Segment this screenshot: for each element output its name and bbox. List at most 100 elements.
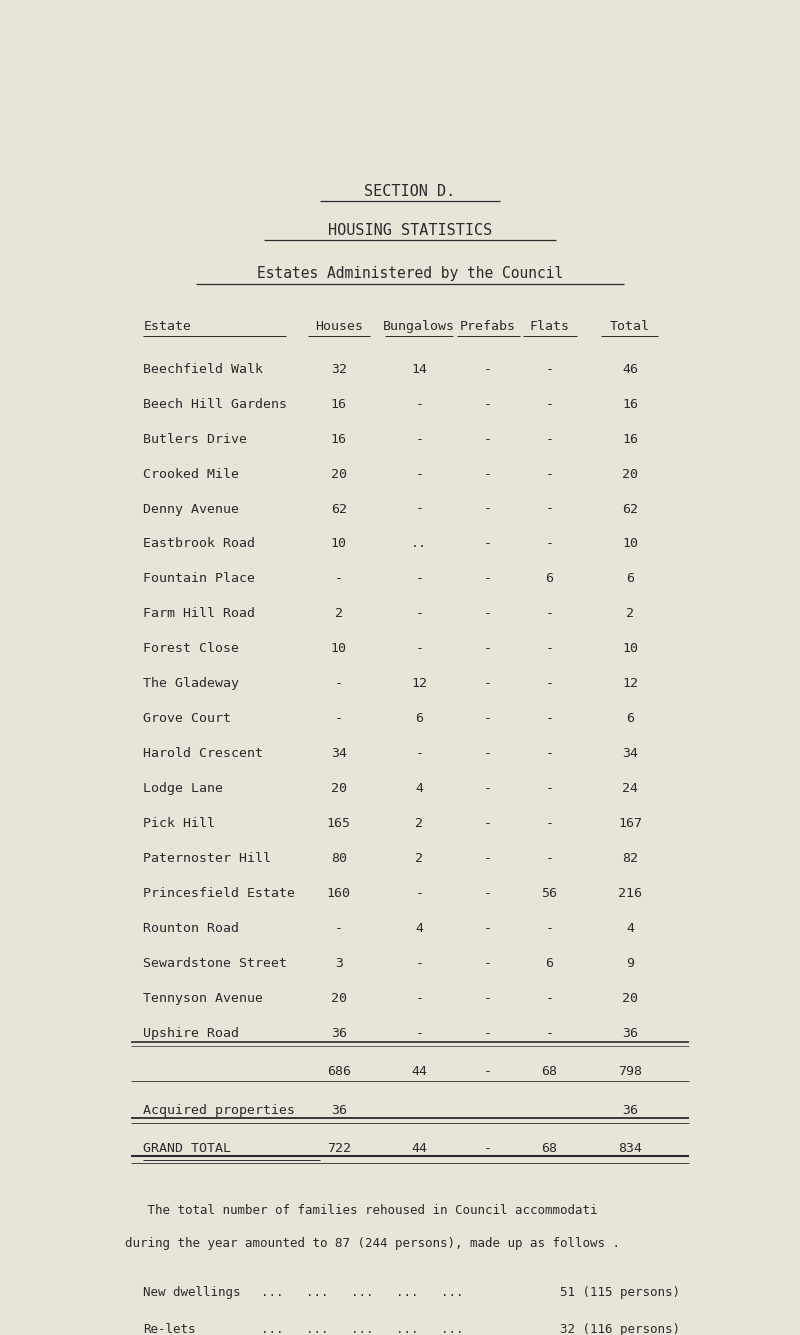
Text: -: - [546, 817, 554, 830]
Text: 51 (115 persons): 51 (115 persons) [560, 1286, 680, 1299]
Text: -: - [483, 782, 491, 796]
Text: -: - [483, 433, 491, 446]
Text: 4: 4 [415, 782, 423, 796]
Text: Crooked Mile: Crooked Mile [143, 467, 239, 481]
Text: -: - [546, 852, 554, 865]
Text: -: - [546, 502, 554, 515]
Text: 686: 686 [326, 1065, 350, 1079]
Text: 62: 62 [330, 502, 346, 515]
Text: -: - [334, 677, 342, 690]
Text: -: - [483, 363, 491, 375]
Text: -: - [483, 886, 491, 900]
Text: -: - [415, 573, 423, 586]
Text: 16: 16 [330, 398, 346, 411]
Text: 6: 6 [626, 712, 634, 725]
Text: -: - [483, 642, 491, 655]
Text: 36: 36 [330, 1027, 346, 1040]
Text: -: - [415, 433, 423, 446]
Text: Butlers Drive: Butlers Drive [143, 433, 247, 446]
Text: ...   ...   ...   ...   ...: ... ... ... ... ... [262, 1286, 464, 1299]
Text: Denny Avenue: Denny Avenue [143, 502, 239, 515]
Text: Prefabs: Prefabs [459, 319, 515, 332]
Text: -: - [483, 712, 491, 725]
Text: -: - [546, 782, 554, 796]
Text: -: - [546, 607, 554, 621]
Text: -: - [483, 817, 491, 830]
Text: 34: 34 [330, 748, 346, 760]
Text: 2: 2 [415, 817, 423, 830]
Text: SECTION D.: SECTION D. [364, 184, 456, 199]
Text: Harold Crescent: Harold Crescent [143, 748, 263, 760]
Text: ...   ...   ...   ...   ...: ... ... ... ... ... [262, 1323, 464, 1335]
Text: 16: 16 [622, 433, 638, 446]
Text: The Gladeway: The Gladeway [143, 677, 239, 690]
Text: -: - [483, 398, 491, 411]
Text: 16: 16 [622, 398, 638, 411]
Text: 44: 44 [411, 1065, 427, 1079]
Text: 12: 12 [622, 677, 638, 690]
Text: 36: 36 [330, 1104, 346, 1116]
Text: 722: 722 [326, 1143, 350, 1155]
Text: Rounton Road: Rounton Road [143, 922, 239, 934]
Text: Acquired properties: Acquired properties [143, 1104, 295, 1116]
Text: 160: 160 [326, 886, 350, 900]
Text: during the year amounted to 87 (244 persons), made up as follows .: during the year amounted to 87 (244 pers… [125, 1236, 620, 1250]
Text: 2: 2 [626, 607, 634, 621]
Text: -: - [546, 538, 554, 550]
Text: 3: 3 [334, 957, 342, 969]
Text: -: - [483, 607, 491, 621]
Text: Grove Court: Grove Court [143, 712, 231, 725]
Text: -: - [546, 992, 554, 1005]
Text: Sewardstone Street: Sewardstone Street [143, 957, 287, 969]
Text: 36: 36 [622, 1027, 638, 1040]
Text: 56: 56 [542, 886, 558, 900]
Text: 82: 82 [622, 852, 638, 865]
Text: -: - [483, 538, 491, 550]
Text: The total number of families rehoused in Council accommodati: The total number of families rehoused in… [125, 1204, 598, 1216]
Text: -: - [415, 886, 423, 900]
Text: -: - [483, 852, 491, 865]
Text: -: - [546, 642, 554, 655]
Text: Tennyson Avenue: Tennyson Avenue [143, 992, 263, 1005]
Text: Flats: Flats [530, 319, 570, 332]
Text: 6: 6 [546, 957, 554, 969]
Text: -: - [415, 467, 423, 481]
Text: Eastbrook Road: Eastbrook Road [143, 538, 255, 550]
Text: 2: 2 [334, 607, 342, 621]
Text: -: - [483, 748, 491, 760]
Text: -: - [546, 433, 554, 446]
Text: Paternoster Hill: Paternoster Hill [143, 852, 271, 865]
Text: -: - [483, 957, 491, 969]
Text: 834: 834 [618, 1143, 642, 1155]
Text: -: - [334, 712, 342, 725]
Text: -: - [546, 398, 554, 411]
Text: 20: 20 [622, 467, 638, 481]
Text: Estate: Estate [143, 319, 191, 332]
Text: 6: 6 [415, 712, 423, 725]
Text: -: - [546, 363, 554, 375]
Text: 9: 9 [626, 957, 634, 969]
Text: 20: 20 [330, 992, 346, 1005]
Text: 12: 12 [411, 677, 427, 690]
Text: 165: 165 [326, 817, 350, 830]
Text: 4: 4 [626, 922, 634, 934]
Text: -: - [483, 1027, 491, 1040]
Text: Fountain Place: Fountain Place [143, 573, 255, 586]
Text: 20: 20 [622, 992, 638, 1005]
Text: -: - [483, 502, 491, 515]
Text: -: - [483, 922, 491, 934]
Text: -: - [415, 607, 423, 621]
Text: 10: 10 [622, 642, 638, 655]
Text: 68: 68 [542, 1065, 558, 1079]
Text: Farm Hill Road: Farm Hill Road [143, 607, 255, 621]
Text: 6: 6 [546, 573, 554, 586]
Text: -: - [546, 922, 554, 934]
Text: -: - [415, 642, 423, 655]
Text: Total: Total [610, 319, 650, 332]
Text: Beech Hill Gardens: Beech Hill Gardens [143, 398, 287, 411]
Text: Bungalows: Bungalows [383, 319, 455, 332]
Text: 216: 216 [618, 886, 642, 900]
Text: -: - [546, 677, 554, 690]
Text: 10: 10 [330, 642, 346, 655]
Text: 14: 14 [411, 363, 427, 375]
